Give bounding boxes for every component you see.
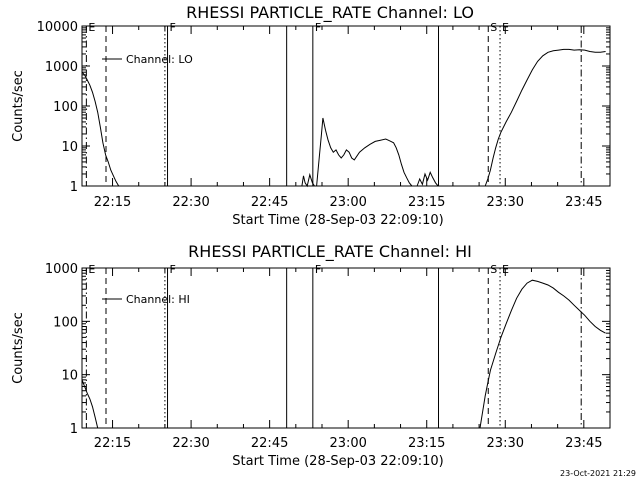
panel2-x-tick-label: 23:00 [329,436,366,451]
panel2-x-tick-label: 22:45 [251,436,288,451]
panel2-y-tick-label: 1 [70,422,78,437]
panel2-y-tick-label: 10 [61,369,78,384]
panel1-legend-label: Channel: LO [126,53,193,66]
panel2-chart-title: RHESSI PARTICLE_RATE Channel: HI [188,242,472,262]
panel1-y-tick-label: 100 [53,100,78,115]
panel1-y-axis-label: Counts/sec [11,70,26,142]
panel2-event-marker-label: S [490,263,497,276]
panel1-plot-frame [81,25,611,187]
panel2-series-line [479,279,606,429]
panel1-series-line [81,71,120,187]
panel1-x-tick-label: 22:30 [172,195,209,210]
panel1-y-tick-label: 10000 [37,20,78,35]
panel2-x-tick-label: 23:45 [565,436,602,451]
panel1-x-axis-label: Start Time (28-Sep-03 22:09:10) [232,213,443,228]
panel2-x-tick-label: 22:30 [172,436,209,451]
panel1-event-marker-label: S [490,21,497,34]
panel2-x-tick-label: 23:15 [408,436,445,451]
panel2-series-line [81,379,99,429]
panel2-x-tick-label: 23:30 [487,436,524,451]
panel1-series-line [484,48,606,187]
panel2-event-marker-label: E [502,263,509,276]
panel1-x-tick-label: 22:15 [94,195,131,210]
panel2-plot-frame [81,267,611,429]
panel2-event-marker-label: F [315,263,321,276]
panel1-event-marker-label: F [170,21,176,34]
panel1-x-tick-label: 23:30 [487,195,524,210]
panel1-event-marker-label: E [502,21,509,34]
panel1-y-tick-label: 1 [70,180,78,195]
panel2-event-marker-label: F [170,263,176,276]
panel1-event-marker-label: F [315,21,321,34]
panel1-chart-title: RHESSI PARTICLE_RATE Channel: LO [186,3,474,23]
panel2-y-tick-label: 1000 [45,262,78,277]
panel1-y-tick-label: 10 [61,140,78,155]
panel1-series-line [416,170,439,187]
panel1-series-line [301,172,315,188]
panel2-event-marker-label: E [88,263,95,276]
panel2-legend-label: Channel: HI [126,293,190,306]
panel2-y-tick-label: 100 [53,315,78,330]
panel2-x-axis-label: Start Time (28-Sep-03 22:09:10) [232,454,443,469]
panel1-x-tick-label: 23:45 [565,195,602,210]
panel2-x-tick-label: 22:15 [94,436,131,451]
panel1-y-tick-label: 1000 [45,60,78,75]
panel1-x-tick-label: 23:00 [329,195,366,210]
timestamp: 23-Oct-2021 21:29 [560,469,636,478]
panel1-series-line [316,117,413,187]
panel1-x-tick-label: 23:15 [408,195,445,210]
panel1-event-marker-label: E [88,21,95,34]
panel2-y-axis-label: Counts/sec [11,312,26,384]
panel1-x-tick-label: 22:45 [251,195,288,210]
